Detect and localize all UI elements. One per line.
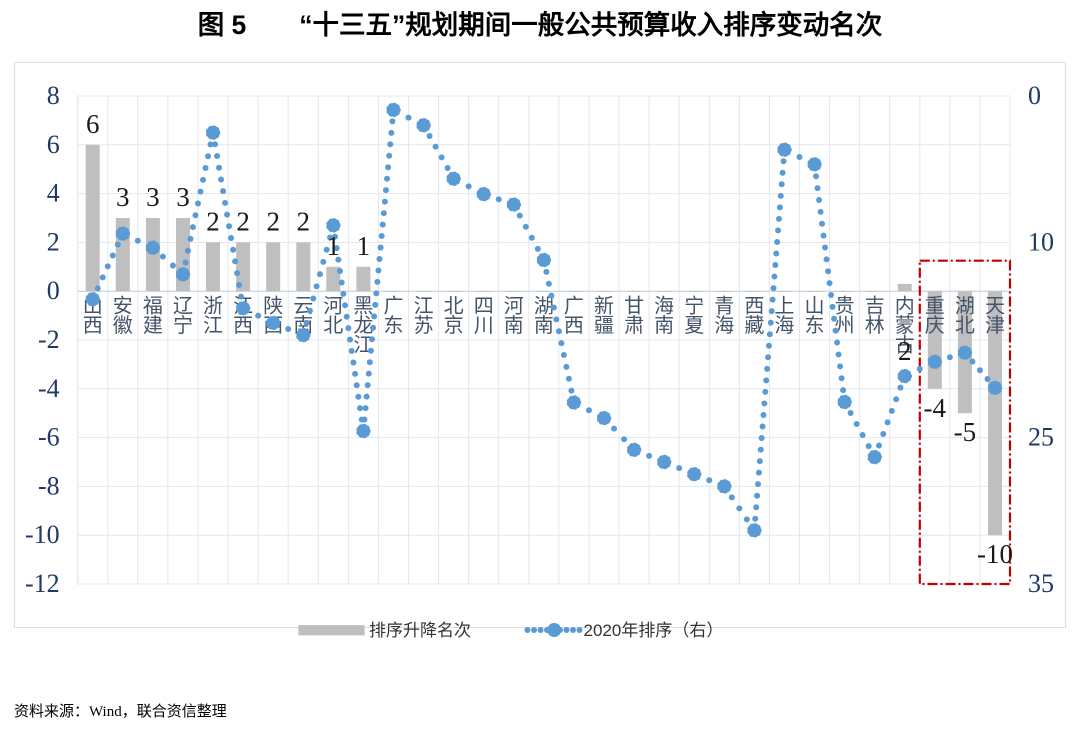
svg-text:35: 35	[1028, 569, 1054, 598]
svg-text:1: 1	[327, 231, 341, 261]
svg-text:建: 建	[143, 314, 163, 337]
svg-text:东: 东	[384, 314, 404, 337]
svg-text:南: 南	[504, 314, 524, 337]
svg-text:2: 2	[898, 336, 912, 366]
svg-text:-10: -10	[25, 520, 60, 549]
svg-text:-10: -10	[977, 539, 1013, 569]
svg-text:北: 北	[323, 314, 343, 337]
svg-text:-5: -5	[954, 417, 977, 447]
svg-text:2: 2	[266, 206, 280, 236]
svg-text:宁: 宁	[173, 314, 193, 337]
svg-text:-2: -2	[38, 325, 60, 354]
svg-text:徽: 徽	[113, 314, 133, 337]
svg-text:2: 2	[236, 206, 250, 236]
svg-text:东: 东	[805, 314, 825, 337]
svg-text:林: 林	[865, 314, 885, 337]
svg-text:排序升降名次: 排序升降名次	[369, 621, 471, 640]
svg-text:6: 6	[47, 130, 60, 159]
svg-text:西: 西	[83, 315, 103, 337]
svg-text:北: 北	[955, 314, 975, 337]
svg-text:藏: 藏	[744, 314, 764, 337]
svg-text:南: 南	[654, 314, 674, 337]
svg-text:8: 8	[47, 81, 60, 110]
svg-text:0: 0	[47, 276, 60, 305]
svg-text:津: 津	[985, 314, 1005, 337]
svg-text:庆: 庆	[925, 314, 945, 337]
svg-text:4: 4	[47, 179, 60, 208]
svg-text:-12: -12	[25, 569, 60, 598]
svg-text:-4: -4	[38, 374, 60, 403]
svg-text:-6: -6	[38, 423, 60, 452]
svg-text:10: 10	[1028, 227, 1054, 256]
svg-text:-4: -4	[924, 393, 947, 423]
svg-text:-8: -8	[38, 471, 60, 500]
svg-text:南: 南	[534, 314, 554, 337]
svg-text:海: 海	[714, 314, 734, 337]
svg-text:3: 3	[146, 182, 160, 212]
svg-text:3: 3	[116, 182, 130, 212]
svg-text:夏: 夏	[684, 315, 704, 337]
svg-text:京: 京	[444, 314, 464, 337]
svg-text:2020年排序（右）: 2020年排序（右）	[584, 621, 724, 640]
svg-text:2: 2	[47, 227, 60, 256]
svg-text:2: 2	[206, 206, 220, 236]
svg-text:1: 1	[357, 231, 371, 261]
svg-text:川: 川	[474, 315, 494, 337]
svg-text:6: 6	[86, 109, 100, 139]
svg-text:25: 25	[1028, 423, 1054, 452]
svg-text:西: 西	[564, 315, 584, 337]
svg-text:疆: 疆	[594, 315, 614, 337]
svg-text:0: 0	[1028, 81, 1041, 110]
svg-text:江: 江	[203, 314, 223, 337]
svg-text:2: 2	[297, 206, 311, 236]
svg-text:海: 海	[774, 314, 794, 337]
svg-text:苏: 苏	[414, 314, 434, 337]
svg-text:肃: 肃	[624, 314, 644, 337]
svg-text:州: 州	[835, 315, 855, 337]
svg-text:3: 3	[176, 182, 190, 212]
svg-text:西: 西	[233, 315, 253, 337]
